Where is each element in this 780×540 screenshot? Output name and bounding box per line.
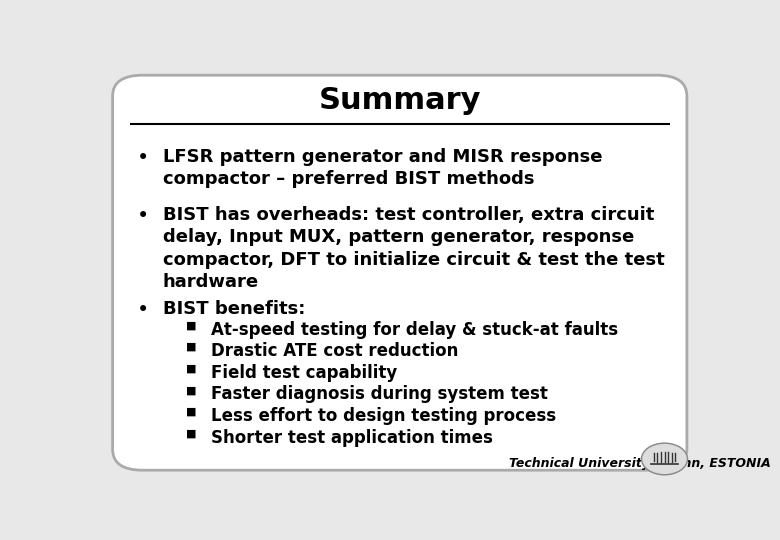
Text: •: • xyxy=(136,300,149,320)
Text: Summary: Summary xyxy=(318,86,481,114)
Text: Faster diagnosis during system test: Faster diagnosis during system test xyxy=(211,386,548,403)
Text: Field test capability: Field test capability xyxy=(211,364,397,382)
Circle shape xyxy=(641,443,687,475)
Text: ■: ■ xyxy=(186,429,197,438)
Text: •: • xyxy=(136,206,149,226)
Text: Shorter test application times: Shorter test application times xyxy=(211,429,493,447)
Text: Drastic ATE cost reduction: Drastic ATE cost reduction xyxy=(211,342,459,360)
Text: •: • xyxy=(136,148,149,168)
Text: ■: ■ xyxy=(186,407,197,417)
Text: Technical University Tallinn, ESTONIA: Technical University Tallinn, ESTONIA xyxy=(509,457,771,470)
FancyBboxPatch shape xyxy=(112,75,687,470)
Text: LFSR pattern generator and MISR response
compactor – preferred BIST methods: LFSR pattern generator and MISR response… xyxy=(163,148,602,188)
Text: ■: ■ xyxy=(186,321,197,330)
Text: ■: ■ xyxy=(186,386,197,395)
Text: BIST benefits:: BIST benefits: xyxy=(163,300,305,318)
Text: At-speed testing for delay & stuck-at faults: At-speed testing for delay & stuck-at fa… xyxy=(211,321,619,339)
Text: ■: ■ xyxy=(186,342,197,352)
Text: BIST has overheads: test controller, extra circuit
delay, Input MUX, pattern gen: BIST has overheads: test controller, ext… xyxy=(163,206,665,291)
Text: Less effort to design testing process: Less effort to design testing process xyxy=(211,407,556,425)
Text: ■: ■ xyxy=(186,364,197,374)
